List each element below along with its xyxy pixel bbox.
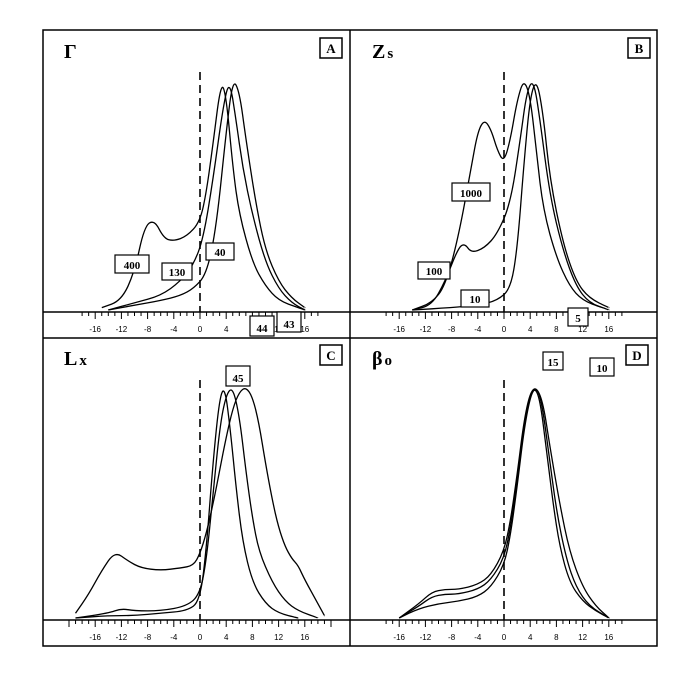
series-label: 15 [548, 357, 560, 369]
series-label-box [205, 242, 235, 261]
x-tick-label: -8 [144, 325, 152, 334]
x-tick-label: 4 [224, 633, 229, 642]
x-tick-label: -4 [474, 633, 482, 642]
series-label: 10 [597, 363, 609, 375]
panel-letter-box [319, 37, 343, 59]
x-tick-label: 8 [250, 633, 255, 642]
x-tick-label: -8 [448, 325, 456, 334]
x-tick-label: 0 [198, 633, 203, 642]
panel-letter-box [319, 344, 343, 366]
panel-letter: A [326, 41, 336, 56]
series-label-box [417, 261, 451, 280]
series-label: 5 [575, 313, 581, 325]
x-tick-label: -8 [448, 633, 456, 642]
series-label: 400 [124, 260, 141, 272]
x-tick-label: 4 [528, 633, 533, 642]
x-tick-label: 12 [578, 633, 587, 642]
panel-letter-box [625, 344, 649, 366]
series-line-d-5 [398, 389, 610, 619]
x-tick-label: 8 [554, 325, 559, 334]
x-tick-label: 16 [604, 633, 613, 642]
x-tick-label: 4 [528, 325, 533, 334]
panel-letter: D [632, 348, 641, 363]
series-line-b-100 [412, 83, 610, 311]
panel-letter: B [635, 41, 644, 56]
panels: -16-12-8-40481216ΓA40013040-16-12-8-4048… [43, 37, 657, 642]
series-label: 10 [470, 294, 482, 306]
x-tick-label: 0 [502, 325, 507, 334]
x-tick-label: -4 [170, 633, 178, 642]
panel-d: -16 -12 -8 -4 0 4 8 12 16 β o D 5 15 10 [350, 307, 657, 642]
x-tick-label: 4 [224, 325, 229, 334]
x-tick-label: -12 [420, 633, 432, 642]
series-label-box [161, 262, 193, 281]
x-tick-label: -16 [89, 325, 101, 334]
x-tick-label: 16 [300, 633, 309, 642]
series-line-c-45 [75, 390, 299, 619]
series-label: 45 [233, 373, 245, 385]
x-tick-label: 16 [604, 325, 613, 334]
panel-b: -16 -12 -8 -4 0 4 8 12 16 Z s B 1000 100 10 [350, 37, 657, 334]
series-line-a-40 [108, 83, 306, 311]
x-tick-label: 0 [502, 633, 507, 642]
series-line-b-1000 [412, 83, 603, 311]
x-tick-label: 12 [274, 633, 283, 642]
series-label-box [567, 307, 589, 327]
x-tick-label: 16 [300, 325, 309, 334]
x-tick-label: -4 [474, 325, 482, 334]
series-label-box [589, 357, 615, 377]
series-label: 100 [426, 266, 443, 278]
series-label: 40 [215, 247, 227, 259]
series-line-d-10 [398, 388, 610, 619]
series-label-box [276, 311, 302, 333]
x-tick-label: -12 [116, 633, 128, 642]
panel-letter-box [627, 37, 651, 59]
series-label-box [249, 315, 275, 337]
x-tick-label: -12 [116, 325, 128, 334]
panel-a: -16-12-8-40481216ΓA40013040 [43, 37, 350, 334]
title-gamma: Γ [64, 41, 77, 63]
x-tick-label: 12 [578, 325, 587, 334]
x-tick-label: -8 [144, 633, 152, 642]
x-tick-label: -16 [393, 325, 405, 334]
series-label-box [542, 351, 564, 371]
series-label: 44 [257, 323, 269, 335]
x-tick-label: -16 [89, 633, 101, 642]
panel-letter: C [326, 348, 335, 363]
series-label: 43 [284, 319, 296, 331]
x-tick-label: -12 [420, 325, 432, 334]
series-line-a-400 [101, 86, 305, 311]
x-tick-label: -4 [170, 325, 178, 334]
x-tick-label: -16 [393, 633, 405, 642]
x-tick-label: 0 [198, 325, 203, 334]
series-label: 1000 [460, 188, 483, 200]
series-label: 130 [169, 267, 186, 279]
series-label-box [451, 182, 491, 202]
series-label-box [225, 365, 251, 387]
panel-c: -16 -12 -8 -4 0 4 8 12 16 L x C 45 44 43 [43, 311, 350, 642]
series-line-c-44 [75, 389, 319, 619]
series-label-box [114, 254, 150, 274]
series-label-box [460, 289, 490, 308]
x-tick-label: 8 [554, 633, 559, 642]
series-line-a-130 [108, 86, 306, 311]
